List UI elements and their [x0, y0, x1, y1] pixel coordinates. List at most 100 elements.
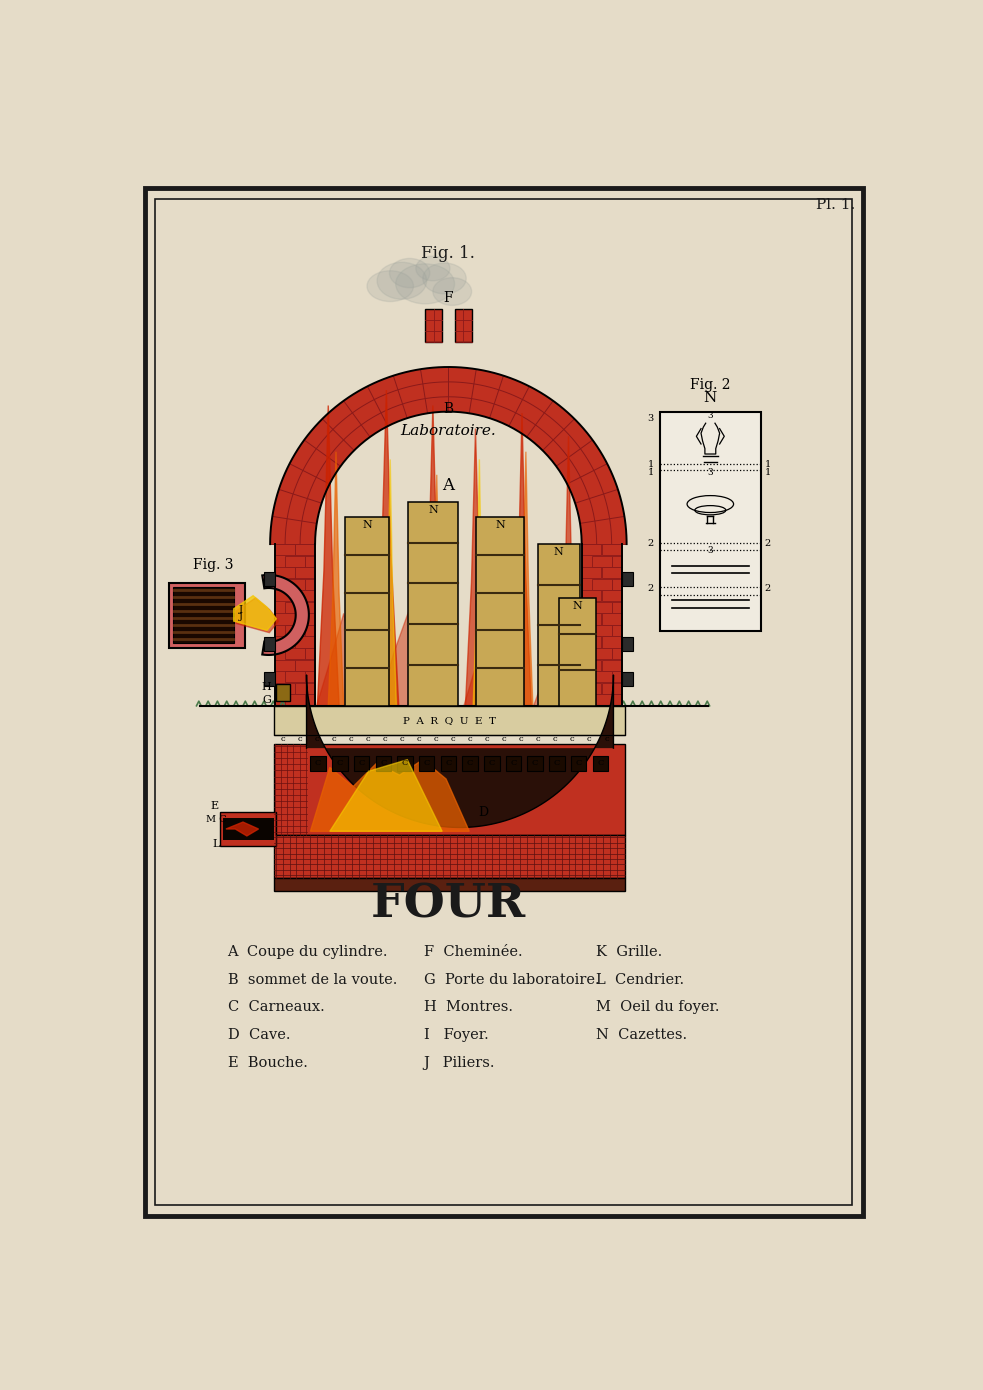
Polygon shape: [236, 598, 278, 632]
Bar: [622, 571, 633, 585]
Text: C: C: [553, 759, 560, 767]
Bar: [276, 684, 290, 701]
Bar: [571, 756, 586, 771]
Text: c: c: [450, 735, 455, 744]
Polygon shape: [374, 391, 399, 706]
Bar: [592, 694, 611, 705]
Bar: [602, 591, 621, 602]
Bar: [295, 591, 315, 602]
Polygon shape: [270, 367, 626, 543]
Bar: [305, 694, 316, 705]
Polygon shape: [384, 460, 396, 706]
Polygon shape: [560, 436, 577, 706]
Text: L: L: [212, 838, 219, 849]
Text: N: N: [362, 520, 372, 530]
Text: 2: 2: [648, 584, 654, 594]
Bar: [274, 835, 625, 877]
Polygon shape: [378, 598, 444, 706]
Text: N: N: [704, 392, 717, 406]
Text: 2: 2: [765, 539, 771, 549]
Polygon shape: [234, 596, 276, 630]
Bar: [582, 543, 622, 706]
Bar: [582, 543, 602, 555]
Text: A: A: [442, 477, 454, 495]
Text: C: C: [402, 759, 408, 767]
Text: 3: 3: [708, 468, 713, 477]
Text: K  Grille.: K Grille.: [596, 945, 662, 959]
Bar: [622, 637, 633, 651]
Text: C: C: [597, 759, 604, 767]
Bar: [274, 877, 625, 891]
Bar: [220, 812, 275, 847]
Bar: [622, 671, 633, 685]
Bar: [592, 671, 611, 682]
Text: M C: M C: [205, 815, 226, 824]
Text: F: F: [443, 291, 453, 304]
Bar: [274, 706, 625, 735]
Bar: [484, 756, 499, 771]
Bar: [593, 756, 608, 771]
Bar: [582, 637, 602, 648]
Text: .: .: [649, 463, 652, 471]
Polygon shape: [519, 452, 533, 706]
Bar: [462, 756, 478, 771]
Text: c: c: [570, 735, 575, 744]
Text: 2: 2: [765, 584, 771, 594]
Bar: [582, 613, 602, 624]
Bar: [397, 756, 413, 771]
Text: B: B: [443, 402, 453, 416]
Bar: [275, 660, 295, 671]
Text: C  Carneaux.: C Carneaux.: [227, 1001, 324, 1015]
Ellipse shape: [367, 271, 414, 302]
Bar: [223, 819, 274, 840]
Text: 1: 1: [765, 460, 771, 468]
Ellipse shape: [377, 263, 427, 299]
Polygon shape: [318, 406, 339, 706]
Text: C: C: [575, 759, 582, 767]
Text: Pl. 1.: Pl. 1.: [817, 199, 856, 213]
Text: J: J: [239, 612, 243, 621]
Bar: [344, 517, 389, 706]
Text: c: c: [468, 735, 473, 744]
Text: c: c: [605, 735, 608, 744]
Bar: [454, 309, 472, 342]
Polygon shape: [513, 413, 531, 706]
Bar: [505, 756, 521, 771]
Polygon shape: [311, 760, 469, 831]
Bar: [592, 626, 611, 637]
Text: E: E: [210, 801, 218, 810]
Text: c: c: [315, 735, 318, 744]
Bar: [332, 756, 348, 771]
Bar: [295, 660, 315, 671]
Polygon shape: [430, 475, 443, 706]
Bar: [275, 543, 316, 706]
Bar: [419, 756, 434, 771]
Polygon shape: [473, 460, 486, 706]
Bar: [528, 756, 543, 771]
Bar: [295, 543, 315, 555]
Text: c: c: [348, 735, 353, 744]
Text: C: C: [359, 759, 365, 767]
Ellipse shape: [396, 264, 454, 304]
Text: L  Cendrier.: L Cendrier.: [596, 973, 684, 987]
Text: c: c: [519, 735, 524, 744]
Text: M  Oeil du foyer.: M Oeil du foyer.: [596, 1001, 720, 1015]
Text: N: N: [495, 520, 505, 530]
Bar: [602, 637, 621, 648]
Bar: [592, 648, 611, 659]
Bar: [611, 578, 622, 589]
Polygon shape: [464, 628, 518, 706]
Bar: [311, 756, 326, 771]
Bar: [305, 626, 316, 637]
Polygon shape: [317, 613, 375, 706]
Text: c: c: [399, 735, 404, 744]
Bar: [376, 756, 391, 771]
Bar: [295, 682, 315, 694]
Text: H  Montres.: H Montres.: [424, 1001, 512, 1015]
Bar: [285, 648, 305, 659]
Bar: [295, 637, 315, 648]
Bar: [582, 682, 602, 694]
Text: C: C: [445, 759, 451, 767]
Bar: [285, 694, 305, 705]
Polygon shape: [465, 428, 486, 706]
